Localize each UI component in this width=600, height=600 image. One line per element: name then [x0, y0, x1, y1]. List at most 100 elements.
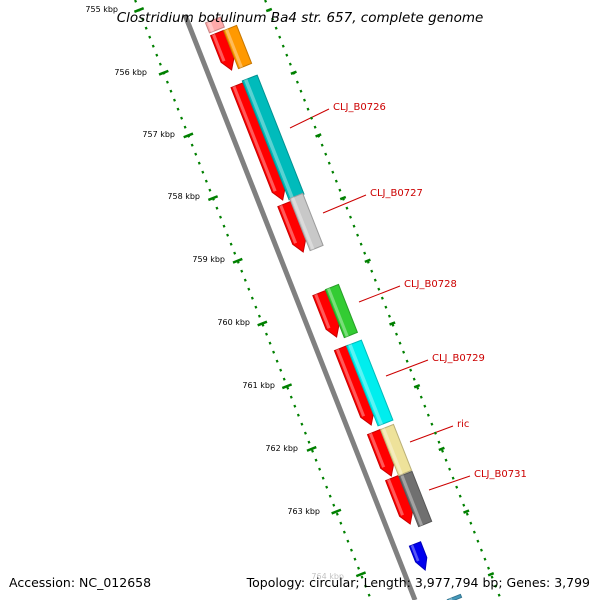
minor-tick: [311, 449, 314, 453]
page-title: Clostridium botulinum Ba4 str. 657, comp…: [116, 10, 484, 26]
minor-tick: [363, 251, 367, 255]
minor-tick: [165, 80, 169, 84]
minor-tick: [318, 467, 322, 471]
minor-tick: [151, 44, 155, 48]
minor-tick: [334, 179, 338, 183]
minor-tick: [243, 278, 247, 282]
major-tick: [355, 571, 367, 578]
gene-cyan: [345, 339, 394, 427]
minor-tick: [265, 332, 268, 336]
minor-tick: [288, 62, 292, 66]
gene-steel: [446, 593, 463, 600]
minor-tick: [349, 548, 353, 552]
label-leader-line: [358, 285, 401, 303]
minor-tick: [483, 557, 487, 561]
minor-tick: [190, 143, 194, 147]
minor-tick: [176, 107, 180, 111]
minor-tick: [395, 332, 398, 336]
minor-tick: [412, 377, 416, 381]
gene-label[interactable]: ric: [457, 419, 469, 430]
minor-tick: [279, 368, 283, 372]
gene-green: [324, 283, 359, 339]
minor-tick: [327, 161, 331, 165]
minor-tick: [282, 377, 286, 381]
minor-tick: [173, 98, 176, 102]
minor-tick: [293, 404, 297, 408]
minor-tick: [377, 287, 381, 291]
minor-tick: [345, 206, 349, 210]
minor-tick: [272, 350, 276, 354]
minor-tick: [295, 80, 299, 84]
minor-tick: [314, 458, 318, 462]
minor-tick: [328, 494, 332, 498]
minor-tick: [215, 206, 219, 210]
cds-feature: [209, 29, 235, 71]
minor-tick: [303, 431, 307, 435]
minor-tick: [286, 386, 290, 390]
minor-tick: [303, 98, 306, 102]
minor-tick: [398, 341, 402, 345]
major-tick: [207, 195, 219, 202]
gene-label[interactable]: CLJ_B0726: [333, 102, 386, 113]
gene-pink: [204, 16, 225, 34]
major-tick: [133, 7, 145, 13]
minor-tick: [352, 224, 356, 228]
minor-tick: [271, 17, 275, 21]
minor-tick: [321, 476, 325, 480]
major-tick: [265, 7, 273, 13]
minor-tick: [359, 242, 363, 246]
minor-tick: [423, 404, 427, 408]
minor-tick: [278, 35, 282, 39]
major-tick: [158, 69, 169, 76]
gene-blue: [408, 541, 428, 571]
minor-tick: [357, 566, 361, 570]
minor-tick: [229, 242, 233, 246]
minor-tick: [208, 188, 212, 192]
gene-label[interactable]: CLJ_B0728: [404, 279, 457, 290]
major-tick: [331, 508, 342, 515]
minor-tick: [222, 224, 226, 228]
gene-label[interactable]: CLJ_B0731: [474, 469, 527, 480]
gene-khaki: [379, 423, 413, 477]
outer-tick-ruler: [133, 0, 371, 597]
minor-tick: [274, 26, 278, 30]
minor-tick: [455, 485, 459, 489]
gene-label[interactable]: CLJ_B0729: [432, 353, 485, 364]
minor-tick: [247, 287, 251, 291]
minor-tick: [296, 413, 300, 417]
backbone: [182, 14, 418, 600]
minor-tick: [487, 566, 491, 570]
tick-label: 763 kbp: [287, 507, 320, 516]
minor-tick: [307, 440, 311, 444]
minor-tick: [373, 278, 377, 282]
gene-label[interactable]: CLJ_B0727: [370, 188, 423, 199]
genome-summary-text: Topology: circular; Length: 3,977,794 bp…: [246, 575, 590, 590]
major-tick: [306, 445, 317, 452]
major-tick: [257, 320, 268, 327]
gene-light-gray: [289, 192, 324, 252]
cds-feature: [277, 200, 307, 253]
minor-tick: [462, 503, 466, 507]
minor-tick: [254, 305, 258, 309]
label-leader-line: [385, 359, 429, 377]
minor-tick: [148, 35, 152, 39]
minor-tick: [356, 233, 360, 237]
minor-tick: [240, 269, 244, 273]
cds-feature: [230, 81, 286, 201]
minor-tick: [281, 44, 285, 48]
minor-tick: [349, 215, 352, 219]
minor-tick: [441, 449, 444, 453]
minor-tick: [370, 269, 374, 273]
cds-feature: [366, 428, 395, 477]
minor-tick: [490, 575, 494, 579]
major-tick: [232, 257, 243, 264]
minor-tick: [367, 593, 371, 597]
cds-feature: [384, 474, 414, 525]
minor-tick: [264, 0, 268, 3]
minor-tick: [144, 26, 148, 30]
minor-tick: [285, 53, 289, 57]
major-tick: [389, 321, 396, 326]
minor-tick: [310, 116, 314, 120]
tick-label: 762 kbp: [265, 444, 298, 453]
